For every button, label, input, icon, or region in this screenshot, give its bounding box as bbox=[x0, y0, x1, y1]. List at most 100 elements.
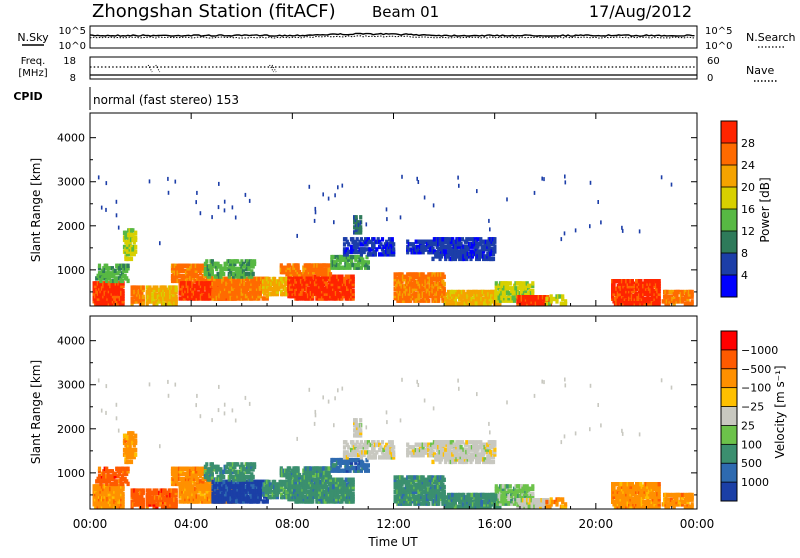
velocity-cell bbox=[179, 499, 182, 503]
power-cell bbox=[325, 263, 328, 267]
date-label: 17/Aug/2012 bbox=[589, 2, 692, 21]
power-cell bbox=[360, 221, 362, 225]
power-cell bbox=[155, 285, 158, 289]
power-cell bbox=[691, 290, 694, 294]
nsky-tick-top: 10^5 bbox=[59, 26, 86, 37]
power-cell bbox=[253, 259, 256, 263]
power-cell bbox=[121, 279, 124, 283]
power-cell bbox=[564, 175, 566, 179]
power-cell bbox=[134, 245, 137, 249]
freq-traces bbox=[90, 65, 697, 75]
power-cell bbox=[127, 264, 130, 268]
power-cell bbox=[337, 185, 339, 189]
power-cell bbox=[476, 242, 479, 246]
power-cell bbox=[297, 263, 300, 267]
colorbar-swatch bbox=[721, 187, 737, 209]
power-cell bbox=[229, 259, 232, 263]
velocity-cell bbox=[127, 482, 130, 486]
velocity-cell bbox=[229, 462, 232, 466]
velocity-cell bbox=[175, 498, 178, 502]
velocity-cell bbox=[121, 482, 124, 486]
power-cell bbox=[360, 237, 363, 241]
power-cell bbox=[419, 240, 422, 244]
colorbar-swatch bbox=[721, 165, 737, 187]
power-cell bbox=[457, 176, 459, 180]
power-cell bbox=[315, 210, 317, 214]
power-cell bbox=[175, 295, 178, 299]
power-cell bbox=[666, 290, 669, 294]
y-tick-label: 2000 bbox=[57, 220, 85, 233]
power-cell bbox=[545, 302, 548, 306]
power-cell bbox=[443, 282, 446, 286]
power-cell bbox=[493, 237, 496, 241]
power-cell bbox=[309, 263, 312, 267]
power-cell bbox=[681, 297, 684, 301]
power-cell bbox=[328, 268, 331, 272]
power-cell bbox=[392, 242, 395, 246]
velocity-cell bbox=[281, 495, 284, 499]
power-cell bbox=[351, 237, 354, 241]
velocity-cell bbox=[232, 475, 235, 479]
velocity-cell bbox=[263, 499, 266, 503]
power-cell bbox=[355, 215, 358, 219]
power-cell bbox=[360, 242, 363, 246]
velocity-cell bbox=[142, 488, 145, 492]
power-cell bbox=[366, 222, 368, 226]
power-cell bbox=[476, 189, 478, 193]
velocity-cell bbox=[122, 492, 125, 496]
power-cell bbox=[195, 200, 197, 204]
power-cell bbox=[245, 193, 247, 197]
nsky-label: N.Sky bbox=[17, 31, 49, 44]
power-cell bbox=[211, 269, 214, 273]
power-cell bbox=[318, 263, 321, 267]
velocity-cell bbox=[109, 482, 112, 486]
velocity-cell bbox=[134, 434, 137, 438]
power-cell bbox=[134, 231, 137, 235]
power-cell bbox=[101, 206, 103, 210]
colorbar-tick-label: 20 bbox=[741, 181, 755, 194]
power-cell bbox=[494, 241, 496, 245]
velocity-cell bbox=[134, 448, 137, 452]
power-cell bbox=[443, 275, 446, 279]
power-cell bbox=[401, 175, 403, 179]
power-cell bbox=[541, 177, 543, 181]
colorbar-swatch bbox=[721, 121, 737, 143]
power-cell bbox=[543, 177, 545, 181]
colorbar-tick-label: 12 bbox=[741, 225, 755, 238]
noise-traces bbox=[90, 33, 695, 38]
power-cell bbox=[98, 175, 100, 179]
power-cell bbox=[381, 237, 384, 241]
power-cell bbox=[505, 296, 508, 300]
velocity-cell bbox=[245, 475, 248, 479]
power-cell bbox=[443, 287, 446, 291]
power-cell bbox=[447, 237, 450, 241]
power-cell bbox=[314, 219, 316, 223]
power-heatmap bbox=[93, 175, 694, 307]
power-cell bbox=[412, 242, 415, 246]
power-cell bbox=[666, 295, 669, 299]
power-cell bbox=[175, 285, 178, 289]
nave-dip bbox=[270, 65, 274, 72]
power-cell bbox=[235, 216, 237, 220]
power-cell bbox=[288, 263, 291, 267]
power-cell bbox=[590, 181, 592, 185]
power-cell bbox=[218, 205, 220, 209]
power-cell bbox=[507, 291, 510, 295]
power-cell bbox=[347, 275, 350, 279]
velocity-cell bbox=[108, 474, 111, 478]
power-cell bbox=[281, 292, 284, 296]
power-cell bbox=[433, 203, 435, 207]
velocity-cell bbox=[127, 460, 130, 464]
power-cell bbox=[342, 184, 344, 188]
velocity-cell bbox=[105, 467, 108, 471]
power-cell bbox=[351, 255, 354, 259]
power-cell bbox=[386, 207, 388, 211]
power-cell bbox=[458, 184, 460, 188]
y-tick-label: 1000 bbox=[57, 264, 85, 277]
power-cell bbox=[424, 196, 426, 200]
power-cell bbox=[451, 290, 454, 294]
power-cell bbox=[691, 299, 694, 303]
velocity-cell bbox=[135, 488, 138, 492]
colorbar-swatch bbox=[721, 209, 737, 231]
